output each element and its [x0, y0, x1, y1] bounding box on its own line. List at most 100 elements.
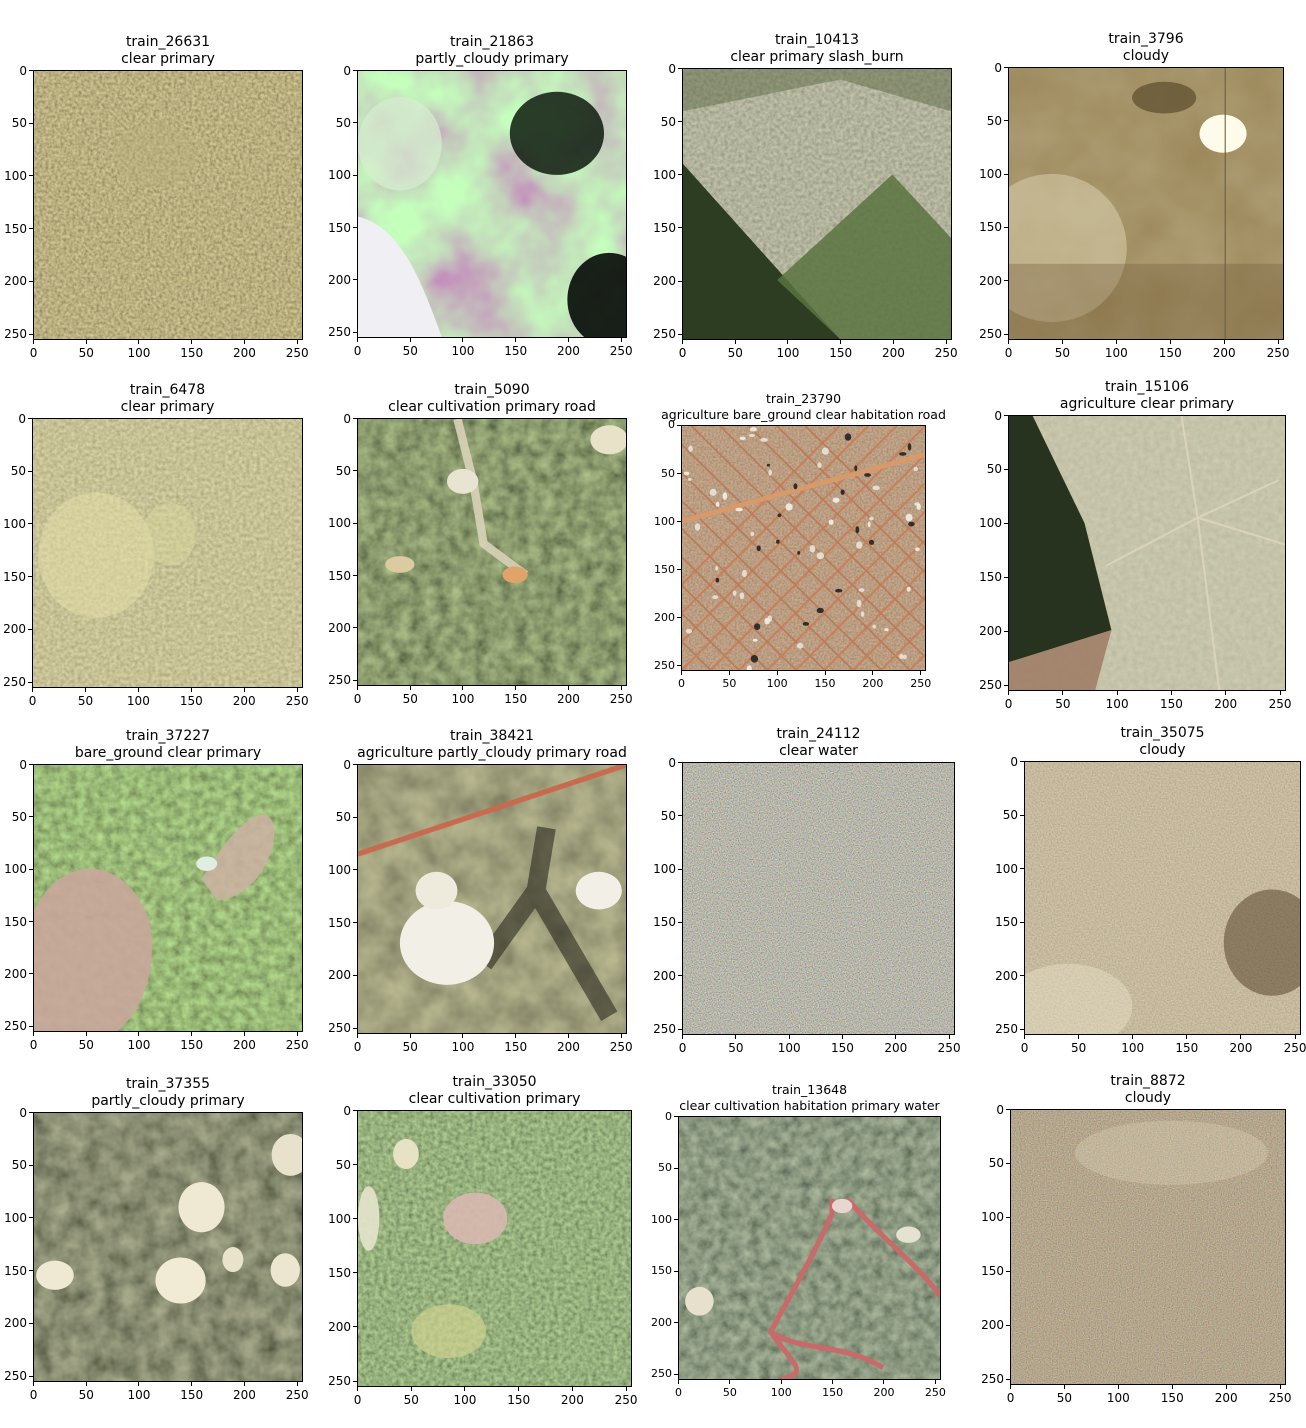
y-tick-label: 250 [4, 1369, 27, 1384]
y-tick-label: 150 [979, 220, 1002, 235]
x-tick-mark [191, 1032, 193, 1036]
panel-image-id: train_10413 [774, 32, 860, 48]
x-tick-mark [1279, 1385, 1281, 1389]
satellite-image [678, 1116, 941, 1380]
x-tick-mark [296, 340, 298, 344]
y-tick-mark [678, 868, 682, 870]
y-tick-label: 200 [653, 274, 676, 289]
y-tick-mark [353, 1272, 357, 1274]
y-tick-label: 0 [343, 63, 351, 78]
x-tick-mark [33, 1032, 35, 1036]
y-tick-label: 250 [328, 673, 351, 688]
y-tick-label: 0 [994, 60, 1002, 75]
y-tick-mark [353, 522, 357, 524]
y-tick-mark [678, 280, 682, 282]
x-tick-label: 0 [28, 694, 37, 708]
x-tick-label: 250 [1268, 1391, 1292, 1405]
y-tick-mark [674, 1167, 678, 1169]
x-tick-label: 50 [402, 1040, 418, 1054]
x-tick-mark [1225, 1385, 1227, 1389]
y-tick-label: 250 [651, 1367, 672, 1381]
x-tick-label: 250 [285, 1038, 309, 1052]
y-tick-label: 100 [651, 1212, 672, 1226]
y-tick-label: 150 [328, 220, 351, 235]
y-tick-mark [353, 331, 357, 333]
x-tick-label: 150 [504, 692, 528, 706]
y-tick-label: 50 [660, 114, 676, 129]
y-tick-mark [1006, 1324, 1010, 1326]
x-tick-label: 200 [232, 694, 256, 708]
y-tick-label: 50 [335, 463, 351, 478]
panel-tags: cloudy [1139, 742, 1186, 758]
x-tick-label: 250 [609, 692, 633, 706]
x-tick-mark [357, 1387, 359, 1391]
y-tick-label: 0 [18, 411, 26, 426]
y-tick-mark [29, 228, 33, 230]
x-tick-label: 0 [1004, 697, 1013, 711]
x-tick-mark [729, 1380, 731, 1384]
panel-image-id: train_37355 [125, 1076, 211, 1092]
panel-image-id: train_8872 [1110, 1073, 1186, 1089]
x-tick-label: 250 [1283, 1041, 1306, 1055]
y-tick-mark [29, 175, 33, 177]
y-tick-mark [1006, 1109, 1010, 1111]
x-tick-mark [625, 1387, 627, 1391]
y-tick-label: 200 [328, 620, 351, 635]
y-tick-mark [353, 1027, 357, 1029]
x-tick-label: 200 [862, 677, 884, 690]
y-tick-label: 100 [981, 1210, 1004, 1225]
x-tick-label: 200 [557, 344, 580, 358]
panel-image-id: train_26631 [125, 34, 211, 50]
y-tick-mark [353, 1218, 357, 1220]
y-tick-mark [1004, 280, 1008, 282]
x-tick-label: 50 [78, 1038, 94, 1052]
y-tick-label: 0 [668, 418, 675, 432]
x-tick-mark [620, 686, 622, 690]
y-tick-label: 250 [328, 1374, 351, 1389]
y-tick-label: 250 [4, 1019, 27, 1034]
panel-tags: agriculture clear primary [1059, 396, 1235, 412]
x-tick-label: 100 [777, 1041, 801, 1055]
y-tick-mark [678, 1028, 682, 1030]
panel-tags: partly_cloudy primary [91, 1093, 245, 1109]
y-tick-mark [353, 922, 357, 924]
y-tick-label: 0 [19, 1105, 27, 1120]
y-tick-mark [1020, 761, 1024, 763]
y-tick-label: 50 [11, 116, 27, 131]
panel-tags: bare_ground clear primary [74, 745, 262, 761]
y-tick-label: 100 [979, 516, 1002, 531]
y-tick-label: 50 [335, 1157, 351, 1172]
y-tick-mark [29, 868, 33, 870]
y-tick-label: 200 [981, 1318, 1004, 1333]
y-tick-mark [29, 764, 33, 766]
y-tick-label: 150 [4, 1263, 27, 1278]
y-tick-label: 100 [328, 862, 351, 877]
y-tick-mark [29, 973, 33, 975]
y-tick-mark [353, 227, 357, 229]
y-tick-mark [1006, 1216, 1010, 1218]
y-tick-label: 50 [11, 809, 27, 824]
y-tick-mark [353, 279, 357, 281]
y-tick-label: 200 [979, 624, 1002, 639]
x-tick-label: 0 [29, 1038, 38, 1052]
panel-tags: clear primary [120, 399, 215, 415]
y-tick-mark [678, 333, 682, 335]
panel-title: train_38421 agriculture partly_cloudy pri… [297, 728, 687, 762]
x-tick-label: 0 [1004, 346, 1013, 360]
satellite-image [1024, 761, 1301, 1035]
x-tick-mark [464, 1387, 466, 1391]
y-tick-mark [29, 1164, 33, 1166]
x-tick-label: 150 [507, 1393, 531, 1407]
y-tick-label: 50 [661, 466, 675, 480]
y-tick-label: 150 [653, 220, 676, 235]
y-tick-label: 250 [4, 327, 27, 342]
x-tick-label: 100 [770, 1386, 792, 1399]
y-tick-label: 50 [335, 810, 351, 825]
x-tick-mark [243, 688, 245, 692]
panel-image-id: train_33050 [452, 1074, 537, 1090]
x-tick-mark [883, 1380, 885, 1384]
y-tick-mark [29, 1112, 33, 1114]
x-tick-label: 150 [814, 677, 836, 690]
x-tick-mark [1008, 340, 1010, 344]
x-tick-mark [515, 686, 517, 690]
